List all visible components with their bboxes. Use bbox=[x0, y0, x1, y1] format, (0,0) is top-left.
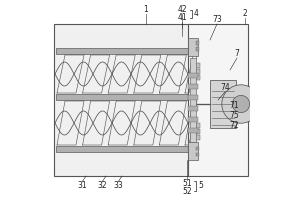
Text: 4: 4 bbox=[194, 9, 199, 19]
Bar bbox=[188, 106, 198, 111]
Text: 5: 5 bbox=[198, 182, 203, 190]
Text: 72: 72 bbox=[229, 121, 238, 130]
Text: 75: 75 bbox=[229, 112, 239, 120]
Bar bbox=[188, 84, 198, 89]
Bar bbox=[56, 94, 188, 100]
Text: 2: 2 bbox=[243, 9, 248, 19]
Bar bbox=[188, 142, 198, 160]
Bar bbox=[56, 48, 188, 54]
Bar bbox=[192, 63, 200, 68]
Bar bbox=[196, 147, 199, 150]
Circle shape bbox=[232, 95, 250, 113]
Circle shape bbox=[222, 85, 260, 123]
Bar bbox=[188, 128, 198, 133]
Text: 71: 71 bbox=[229, 102, 238, 110]
Bar bbox=[188, 95, 198, 100]
Bar bbox=[210, 80, 236, 128]
Bar bbox=[196, 41, 199, 45]
Bar bbox=[192, 135, 200, 140]
Bar bbox=[188, 73, 198, 78]
Bar bbox=[54, 24, 190, 176]
Text: 32: 32 bbox=[97, 182, 107, 190]
Text: 52: 52 bbox=[182, 186, 192, 196]
Text: 7: 7 bbox=[235, 49, 239, 58]
Bar bbox=[188, 38, 198, 56]
Text: 41: 41 bbox=[177, 14, 187, 22]
Bar bbox=[188, 24, 248, 176]
Bar bbox=[190, 58, 196, 142]
Bar bbox=[192, 123, 200, 128]
Text: 74: 74 bbox=[220, 83, 230, 92]
Text: 31: 31 bbox=[77, 182, 87, 190]
Bar bbox=[192, 129, 200, 134]
Text: 42: 42 bbox=[177, 5, 187, 15]
Bar bbox=[192, 75, 200, 80]
Bar bbox=[192, 69, 200, 74]
Bar bbox=[56, 146, 188, 152]
Bar bbox=[196, 153, 199, 156]
Text: 51: 51 bbox=[182, 178, 192, 188]
Text: 1: 1 bbox=[144, 5, 148, 15]
Bar bbox=[196, 47, 199, 51]
Bar bbox=[188, 117, 198, 122]
Text: 73: 73 bbox=[212, 16, 222, 24]
Text: 33: 33 bbox=[113, 182, 123, 190]
